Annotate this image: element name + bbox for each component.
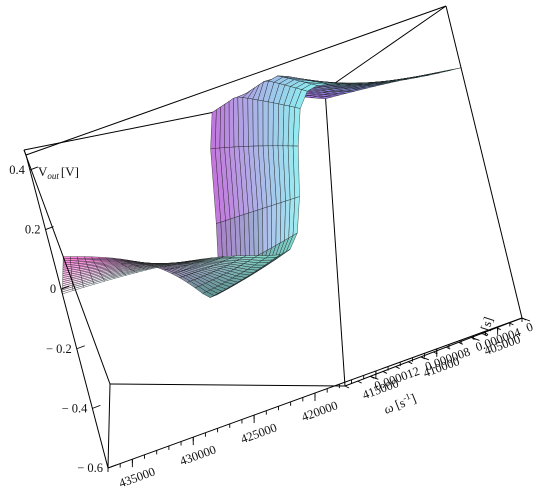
surface-patch — [262, 100, 269, 147]
t-minor-tick — [408, 361, 413, 365]
z-tick-mark — [107, 464, 117, 469]
t-minor-tick — [509, 322, 514, 326]
omega-tick-label: 430000 — [178, 442, 218, 468]
z-tick-label: 0 — [50, 282, 56, 296]
box-edge — [23, 149, 27, 156]
t-minor-tick — [445, 346, 451, 350]
surface-patch — [266, 205, 272, 251]
z-tick-label: 0.2 — [25, 223, 41, 237]
surface-patch — [257, 99, 264, 147]
z-tick-label: − 0.4 — [62, 401, 89, 415]
z-tick-label: 0.4 — [9, 163, 25, 177]
surface-patch — [272, 102, 279, 147]
surface-patch — [62, 288, 74, 295]
omega-axis-ticks: 4350004300004250004200004150004100004050… — [107, 318, 523, 490]
t-minor-tick — [395, 366, 400, 369]
t-minor-tick — [433, 351, 438, 355]
t-tick-mark — [471, 337, 480, 341]
z-tick-mark — [60, 285, 70, 290]
z-axis-label: Vout [V] — [38, 164, 79, 181]
bounding-box-front — [23, 5, 523, 469]
t-minor-tick — [496, 327, 501, 331]
box-edge — [324, 5, 447, 91]
t-tick-mark — [370, 375, 379, 380]
omega-tick-label: 435000 — [117, 464, 157, 490]
t-tick-mark — [521, 317, 531, 322]
surface-patch — [219, 103, 226, 149]
box-edge — [107, 383, 111, 469]
surface-patch — [267, 101, 274, 147]
surface-patch — [224, 100, 230, 148]
surface-patch — [271, 203, 277, 249]
z-tick-mark — [29, 166, 39, 171]
box-edge — [109, 383, 346, 387]
t-minor-tick — [344, 385, 350, 389]
omega-tick-label: 420000 — [300, 398, 340, 424]
t-tick-mark — [420, 356, 430, 361]
surface-patch — [252, 98, 259, 147]
box-edge — [25, 154, 109, 469]
surface-patch — [262, 206, 268, 253]
z-tick-label: − 0.6 — [77, 461, 103, 475]
z-tick-label: − 0.2 — [46, 342, 72, 356]
t-minor-tick — [382, 371, 388, 374]
box-edge — [445, 5, 523, 319]
surface-patch — [247, 98, 254, 147]
z-axis-ticks: 0.4 0.2 0 − 0.2 − 0.4 − 0.6 — [9, 163, 117, 475]
surface-mesh — [62, 67, 462, 298]
t-minor-tick — [458, 341, 463, 345]
z-tick-mark — [92, 404, 101, 409]
t-tick-label: 0 — [524, 320, 535, 335]
t-minor-tick — [357, 380, 362, 384]
t-axis-label: t[s] — [476, 315, 496, 338]
surface-patch — [257, 208, 264, 256]
z-tick-mark — [45, 226, 54, 230]
t-minor-tick — [483, 332, 489, 335]
box-edge — [23, 149, 111, 385]
z-tick-mark — [76, 345, 85, 350]
box-edge — [25, 5, 447, 156]
surface-patch — [242, 97, 249, 147]
surface-patch — [83, 256, 93, 259]
box-edge — [324, 89, 346, 387]
omega-tick-label: 425000 — [239, 420, 279, 446]
